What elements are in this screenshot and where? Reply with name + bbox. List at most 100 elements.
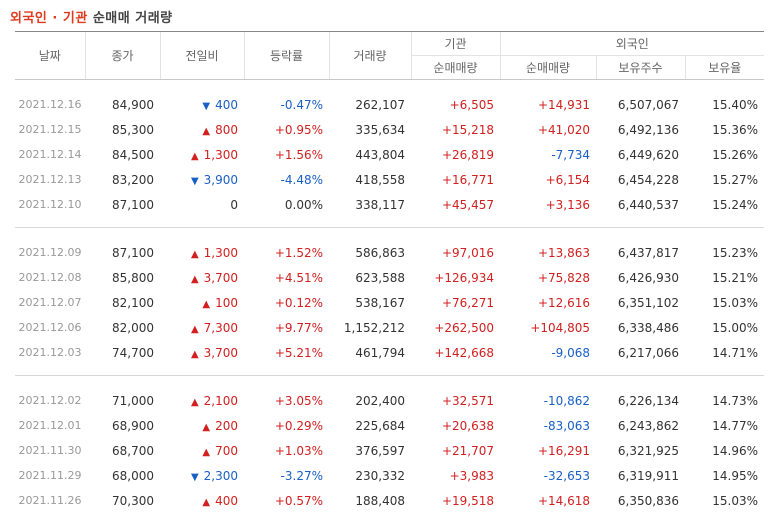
change-value: 400	[215, 494, 238, 508]
spacer-cell	[15, 376, 764, 389]
foreign-net-cell: +41,020	[500, 117, 596, 142]
change-value: 800	[215, 123, 238, 137]
col-rate: 등락률	[244, 32, 329, 80]
close-cell: 82,100	[85, 290, 160, 315]
volume-cell: 538,167	[329, 290, 411, 315]
inst-net-cell: +26,819	[411, 142, 500, 167]
change-cell: ▲100	[160, 290, 244, 315]
trading-table: 날짜 종가 전일비 등락률 거래량 기관 외국인 순매매량 순매매량 보유주수 …	[15, 31, 764, 513]
date-cell: 2021.12.08	[15, 265, 85, 290]
foreign-net-cell: +6,154	[500, 167, 596, 192]
rate-cell: +0.12%	[244, 290, 329, 315]
triangle-down-icon: ▼	[202, 101, 210, 112]
col-foreign-hold: 보유주수	[596, 56, 685, 80]
rate-cell: +1.56%	[244, 142, 329, 167]
volume-cell: 461,794	[329, 340, 411, 365]
triangle-down-icon: ▼	[191, 472, 199, 483]
volume-cell: 225,684	[329, 413, 411, 438]
foreign-ratio-cell: 15.36%	[685, 117, 764, 142]
change-cell: ▲400	[160, 488, 244, 513]
volume-cell: 335,634	[329, 117, 411, 142]
divider-cell	[15, 365, 764, 376]
date-cell: 2021.12.16	[15, 92, 85, 117]
inst-net-cell: +21,707	[411, 438, 500, 463]
rate-cell: +9.77%	[244, 315, 329, 340]
spacer-row	[15, 228, 764, 241]
date-cell: 2021.12.01	[15, 413, 85, 438]
change-value: 200	[215, 419, 238, 433]
inst-net-cell: +16,771	[411, 167, 500, 192]
triangle-up-icon: ▲	[191, 324, 199, 335]
volume-cell: 202,400	[329, 388, 411, 413]
group-divider	[15, 217, 764, 228]
foreign-ratio-cell: 14.71%	[685, 340, 764, 365]
volume-cell: 188,408	[329, 488, 411, 513]
inst-net-cell: +32,571	[411, 388, 500, 413]
foreign-net-cell: +13,863	[500, 240, 596, 265]
foreign-ratio-cell: 15.27%	[685, 167, 764, 192]
group-institution: 기관	[411, 32, 500, 56]
date-cell: 2021.12.06	[15, 315, 85, 340]
triangle-up-icon: ▲	[202, 422, 210, 433]
volume-cell: 262,107	[329, 92, 411, 117]
change-value: 1,300	[204, 246, 238, 260]
foreign-ratio-cell: 15.03%	[685, 488, 764, 513]
foreign-hold-cell: 6,338,486	[596, 315, 685, 340]
close-cell: 84,500	[85, 142, 160, 167]
change-cell: ▲700	[160, 438, 244, 463]
inst-net-cell: +142,668	[411, 340, 500, 365]
foreign-hold-cell: 6,321,925	[596, 438, 685, 463]
volume-cell: 1,152,212	[329, 315, 411, 340]
volume-cell: 230,332	[329, 463, 411, 488]
triangle-up-icon: ▲	[202, 126, 210, 137]
close-cell: 68,000	[85, 463, 160, 488]
change-cell: ▲1,300	[160, 142, 244, 167]
date-cell: 2021.12.13	[15, 167, 85, 192]
close-cell: 83,200	[85, 167, 160, 192]
foreign-ratio-cell: 15.03%	[685, 290, 764, 315]
foreign-net-cell: +3,136	[500, 192, 596, 217]
foreign-hold-cell: 6,449,620	[596, 142, 685, 167]
inst-net-cell: +76,271	[411, 290, 500, 315]
col-foreign-net: 순매매량	[500, 56, 596, 80]
change-value: 1,300	[204, 148, 238, 162]
change-value: 400	[215, 98, 238, 112]
inst-net-cell: +3,983	[411, 463, 500, 488]
rate-cell: +0.57%	[244, 488, 329, 513]
triangle-up-icon: ▲	[191, 274, 199, 285]
change-cell: ▲ 200	[160, 413, 244, 438]
foreign-hold-cell: 6,426,930	[596, 265, 685, 290]
date-cell: 2021.12.02	[15, 388, 85, 413]
close-cell: 71,000	[85, 388, 160, 413]
date-cell: 2021.12.07	[15, 290, 85, 315]
rate-cell: +0.29%	[244, 413, 329, 438]
foreign-net-cell: +14,618	[500, 488, 596, 513]
inst-net-cell: +262,500	[411, 315, 500, 340]
change-cell: ▼3,900	[160, 167, 244, 192]
col-date: 날짜	[15, 32, 85, 80]
col-inst-net: 순매매량	[411, 56, 500, 80]
foreign-ratio-cell: 15.21%	[685, 265, 764, 290]
foreign-hold-cell: 6,350,836	[596, 488, 685, 513]
volume-cell: 338,117	[329, 192, 411, 217]
spacer-cell	[15, 228, 764, 241]
change-value: 700	[215, 444, 238, 458]
close-cell: 74,700	[85, 340, 160, 365]
foreign-net-cell: +12,616	[500, 290, 596, 315]
foreign-ratio-cell: 15.26%	[685, 142, 764, 167]
date-cell: 2021.12.15	[15, 117, 85, 142]
foreign-net-cell: +16,291	[500, 438, 596, 463]
change-cell: ▼2,300	[160, 463, 244, 488]
inst-net-cell: +20,638	[411, 413, 500, 438]
spacer-row	[15, 376, 764, 389]
close-cell: 85,800	[85, 265, 160, 290]
date-cell: 2021.12.14	[15, 142, 85, 167]
volume-cell: 376,597	[329, 438, 411, 463]
